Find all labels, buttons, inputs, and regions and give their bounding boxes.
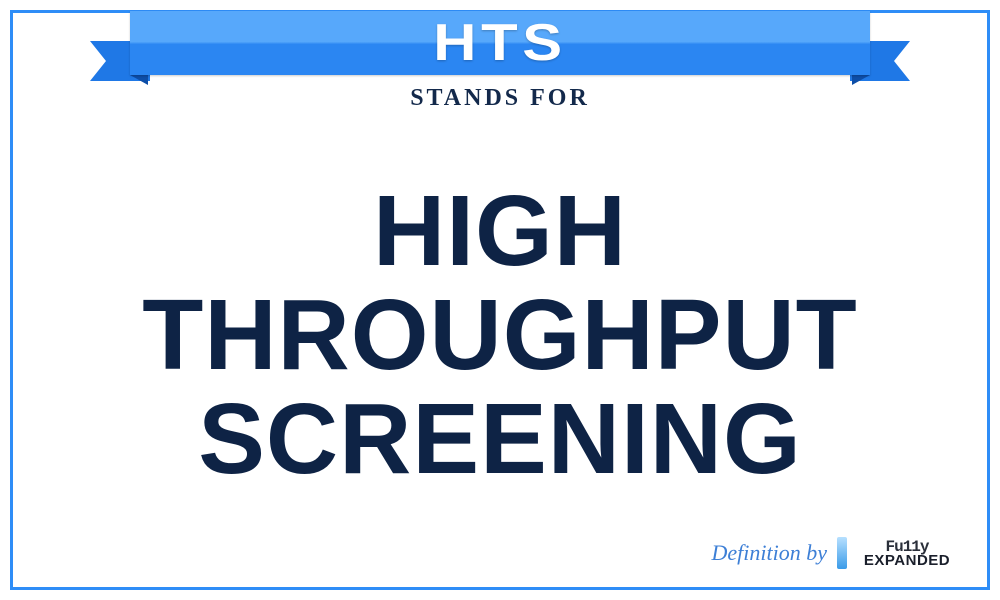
ribbon-fold-left-icon: [130, 75, 148, 85]
ribbon-fold-right-icon: [852, 75, 870, 85]
attribution-label: Definition by: [712, 540, 827, 566]
definition-text: HIGH THROUGHPUT SCREENING: [53, 163, 947, 507]
ribbon-banner: HTS: [90, 13, 910, 83]
attribution-row: Definition by Fu11y EXPANDED: [712, 533, 967, 573]
ribbon-main: HTS: [130, 11, 870, 75]
brand-line-2: EXPANDED: [864, 553, 950, 568]
subtitle-text: STANDS FOR: [13, 85, 987, 112]
brand-badge: Fu11y EXPANDED: [837, 533, 967, 573]
acronym-text: HTS: [433, 13, 566, 73]
card-frame: HTS STANDS FOR HIGH THROUGHPUT SCREENING…: [10, 10, 990, 590]
